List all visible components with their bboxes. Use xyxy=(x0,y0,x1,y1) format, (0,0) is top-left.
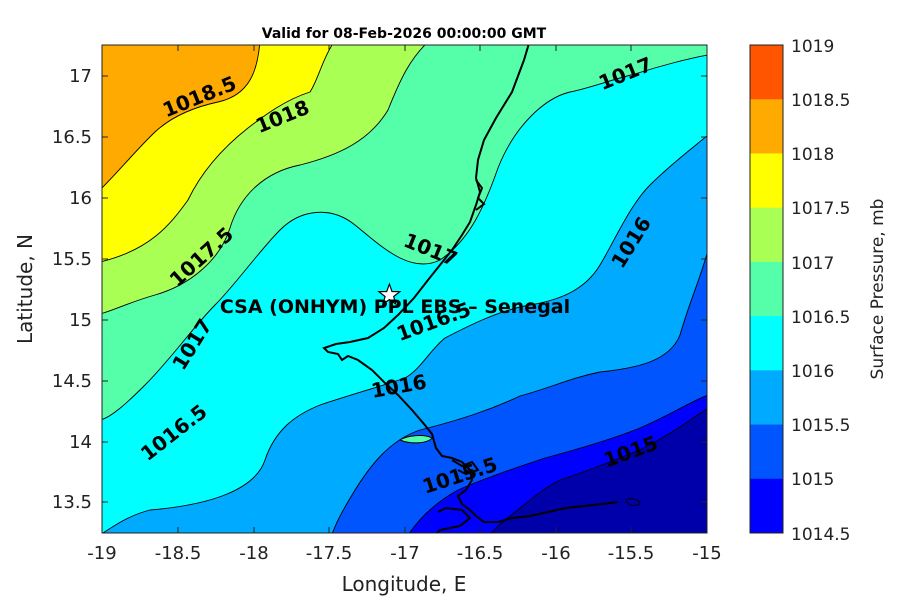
band-1017.5-1018 xyxy=(102,45,333,262)
band-1016.5-1017 xyxy=(102,45,707,420)
map-title: Valid for 08-Feb-2026 00:00:00 GMT xyxy=(262,26,547,42)
lake xyxy=(398,435,433,444)
band-1016-1016.5 xyxy=(102,55,707,533)
y-tick-label: 15 xyxy=(69,310,92,331)
colorbar-tick-label: 1015 xyxy=(791,470,834,490)
colorbar-swatch xyxy=(750,370,783,426)
contour-line xyxy=(332,251,707,533)
colorbar-tick-label: 1018.5 xyxy=(791,91,850,111)
colorbar: 1019 1018.5 1018 1017.5 1017 1016.5 1016… xyxy=(749,37,888,545)
contour-line xyxy=(102,45,261,189)
colorbar-tick-label: 1015.5 xyxy=(791,416,850,436)
contour-line xyxy=(102,45,426,314)
colorbar-swatches xyxy=(750,45,783,534)
colorbar-swatch xyxy=(750,261,783,317)
y-tick-label: 16 xyxy=(69,188,92,209)
site-star-icon xyxy=(377,282,402,306)
x-axis: -19 -18.5 -18 -17.5 -17 -16.5 -16 -15.5 … xyxy=(87,45,722,564)
x-tick-label: -16 xyxy=(541,543,570,564)
coastline-inlet xyxy=(475,179,486,211)
colorbar-swatch xyxy=(750,207,783,263)
x-tick-label: -16.5 xyxy=(457,543,504,564)
colorbar-tick-label: 1017.5 xyxy=(791,199,850,219)
coastline-senegal xyxy=(322,45,619,523)
y-tick-label: 17 xyxy=(69,66,92,87)
colorbar-swatch xyxy=(750,478,783,534)
colorbar-label: Surface Pressure, mb xyxy=(868,199,888,380)
colorbar-swatch xyxy=(750,153,783,209)
x-axis-label: Longitude, E xyxy=(342,572,467,596)
colorbar-swatch xyxy=(750,99,783,154)
x-tick-label: -15 xyxy=(692,543,721,564)
band-1015-1015.5 xyxy=(332,253,707,533)
contour-line xyxy=(102,45,333,262)
colorbar-tick-label: 1016 xyxy=(791,362,834,382)
colorbar-swatch xyxy=(750,45,783,100)
coastline xyxy=(322,45,619,533)
x-tick-label: -18 xyxy=(239,543,268,564)
coastline-south xyxy=(435,506,472,533)
colorbar-frame xyxy=(749,44,784,534)
coastline-gambia-river xyxy=(451,459,480,476)
colorbar-tick-label: 1016.5 xyxy=(791,308,850,328)
contour-lines xyxy=(102,45,707,533)
band-below-1015 xyxy=(491,408,707,533)
band-1014.5-1015 xyxy=(409,395,707,533)
site-label: CSA (ONHYM) PPL EBS – Senegal xyxy=(220,296,570,318)
y-tick-label: 14 xyxy=(69,432,92,453)
y-axis: 17 16.5 16 15.5 15 14.5 14 13.5 xyxy=(52,66,707,513)
plot-area: 1018.5 1018 1017.5 1017 1017 1017 1016.5… xyxy=(102,45,707,533)
band-1018-1018.5 xyxy=(102,45,260,188)
y-tick-label: 16.5 xyxy=(52,127,92,148)
y-axis-label: Latitude, N xyxy=(13,234,37,344)
contour-line xyxy=(102,54,707,420)
colorbar-tick-label: 1019 xyxy=(791,37,834,57)
x-tick-label: -17.5 xyxy=(306,543,353,564)
x-tick-label: -15.5 xyxy=(608,543,655,564)
colorbar-swatch xyxy=(750,316,783,371)
colorbar-tick-label: 1017 xyxy=(791,254,834,274)
contour-line xyxy=(409,394,707,533)
lake xyxy=(625,498,641,506)
y-tick-label: 14.5 xyxy=(52,371,92,392)
x-tick-label: -17 xyxy=(390,543,419,564)
band-1017-1017.5 xyxy=(102,45,425,314)
y-tick-label: 15.5 xyxy=(52,249,92,270)
y-tick-label: 13.5 xyxy=(52,492,92,513)
x-tick-label: -18.5 xyxy=(155,543,202,564)
colorbar-swatch xyxy=(750,424,783,480)
contour-line xyxy=(102,135,707,533)
contour-line xyxy=(490,408,707,533)
x-tick-label: -19 xyxy=(87,543,116,564)
colorbar-tick-label: 1018 xyxy=(791,145,834,165)
band-1015.5-1016 xyxy=(103,135,707,533)
colorbar-tick-label: 1014.5 xyxy=(791,525,850,545)
